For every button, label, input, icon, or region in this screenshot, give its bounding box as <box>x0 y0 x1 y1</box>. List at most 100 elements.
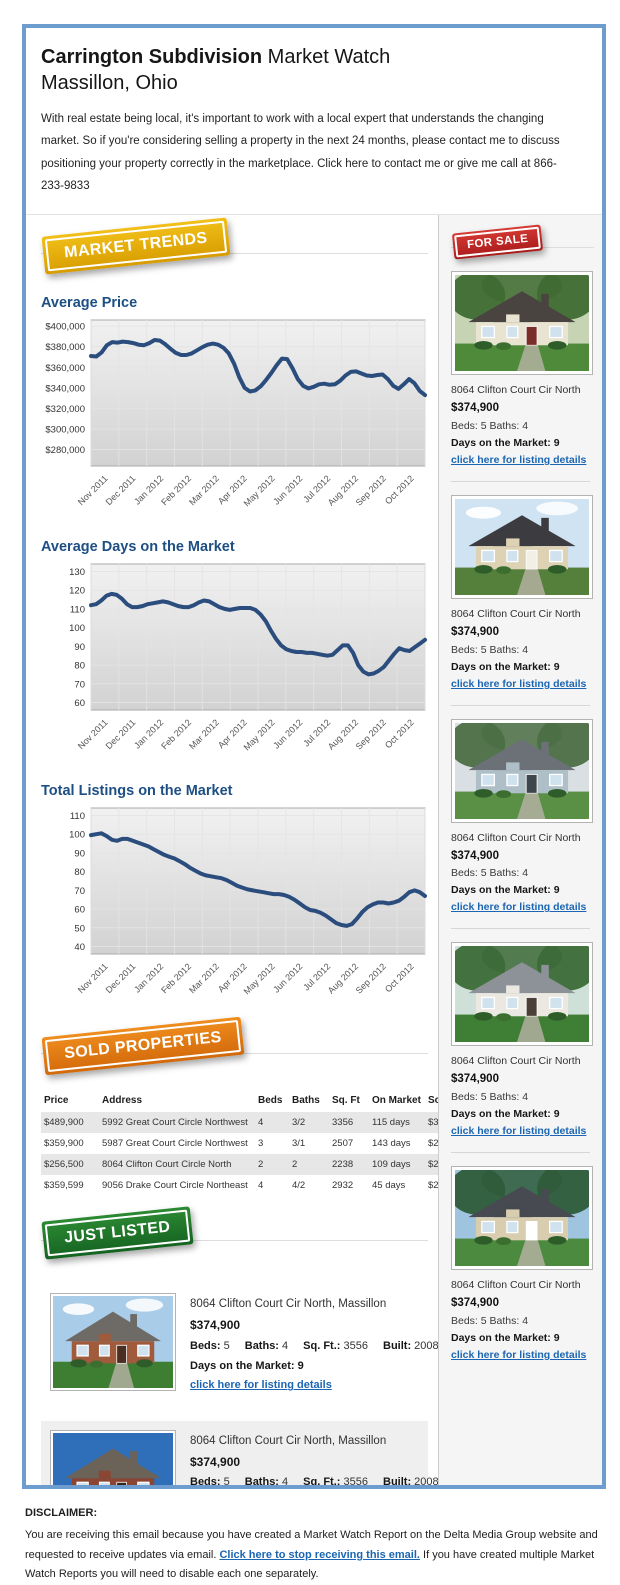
listing-price: $374,900 <box>451 626 499 639</box>
svg-text:Dec 2011: Dec 2011 <box>104 474 138 508</box>
days-on-market: Days on the Market: 9 <box>451 660 560 673</box>
listing-details: 8064 Clifton Court Cir North $374,900 Be… <box>451 1053 594 1140</box>
svg-text:110: 110 <box>70 811 85 822</box>
listing-details-link[interactable]: click here for listing details <box>451 454 587 467</box>
listing-address: 8064 Clifton Court Cir North <box>451 1055 581 1068</box>
svg-text:60: 60 <box>74 905 85 916</box>
cell-address: 5987 Great Court Circle Northwest <box>102 1138 248 1150</box>
divider <box>451 704 590 706</box>
sold-properties-section-head: SOLD PROPERTIES <box>41 1017 428 1081</box>
cell-address: 8064 Clifton Court Circle North <box>102 1159 232 1171</box>
svg-text:$300,000: $300,000 <box>45 425 85 436</box>
cell-address: 5992 Great Court Circle Northwest <box>102 1117 248 1129</box>
svg-text:Oct 2012: Oct 2012 <box>383 718 416 751</box>
cell-beds: 3 <box>258 1138 264 1150</box>
svg-text:$280,000: $280,000 <box>45 446 85 457</box>
beds-value: 5 <box>223 1339 230 1352</box>
table-row: $256,500 8064 Clifton Court Circle North… <box>41 1154 481 1176</box>
market-trends-section-head: MARKET TRENDS <box>41 217 428 281</box>
table-row: $359,599 9056 Drake Court Circle Northea… <box>41 1175 481 1196</box>
listing-details-link[interactable]: click here for listing details <box>451 1124 587 1137</box>
listing-price: $374,900 <box>451 402 499 415</box>
just-listed-card: 8064 Clifton Court Cir North, Massillon … <box>41 1421 439 1485</box>
cell-on-market: 143 days <box>372 1138 411 1150</box>
listing-beds-baths: Beds: 5 Baths: 4 <box>451 1314 529 1327</box>
email-header: Carrington Subdivision Market Watch Mass… <box>26 28 602 214</box>
listing-address: 8064 Clifton Court Cir North <box>451 1278 581 1291</box>
beds-label: Beds: <box>190 1339 221 1352</box>
svg-text:Dec 2011: Dec 2011 <box>104 718 138 752</box>
house-photo[interactable] <box>451 718 593 823</box>
listing-details-link[interactable]: click here for listing details <box>451 677 587 690</box>
house-photo[interactable] <box>451 1165 593 1270</box>
svg-text:110: 110 <box>70 605 85 616</box>
svg-text:120: 120 <box>69 586 85 597</box>
listing-details: 8064 Clifton Court Cir North $374,900 Be… <box>451 606 594 693</box>
svg-text:80: 80 <box>74 661 85 672</box>
table-row: $489,900 5992 Great Court Circle Northwe… <box>41 1112 481 1134</box>
svg-text:Sep 2012: Sep 2012 <box>354 962 388 996</box>
house-photo[interactable] <box>451 271 593 376</box>
svg-text:Jun 2012: Jun 2012 <box>271 474 304 507</box>
col-baths: Baths <box>292 1095 320 1107</box>
subdivision-name: Carrington Subdivision <box>41 46 263 68</box>
house-photo[interactable] <box>451 942 593 1047</box>
sqft-label: Sq. Ft.: <box>303 1476 341 1489</box>
house-photo[interactable] <box>50 1430 176 1485</box>
cell-price: $256,500 <box>44 1159 84 1171</box>
cell-price: $359,900 <box>44 1138 84 1150</box>
built-label: Built: <box>383 1339 412 1352</box>
for-sale-card: 8064 Clifton Court Cir North $374,900 Be… <box>451 942 594 1140</box>
just-listed-card: 8064 Clifton Court Cir North, Massillon … <box>41 1284 439 1405</box>
listing-beds-baths: Beds: 5 Baths: 4 <box>451 867 529 880</box>
content-row: MARKET TRENDS Average Price $400,000 $380… <box>26 214 602 1485</box>
svg-text:70: 70 <box>74 886 85 897</box>
sold-table-header-row: Price Address Beds Baths Sq. Ft On Marke… <box>41 1089 481 1112</box>
cell-sqft: 2507 <box>332 1138 354 1150</box>
svg-text:Oct 2012: Oct 2012 <box>383 962 416 995</box>
for-sale-badge: FOR SALE <box>451 224 544 261</box>
average-days-heading: Average Days on the Market <box>41 539 235 556</box>
house-photo[interactable] <box>50 1293 176 1392</box>
svg-text:90: 90 <box>74 849 85 860</box>
for-sale-card: 8064 Clifton Court Cir North $374,900 Be… <box>451 495 594 693</box>
email-container: Carrington Subdivision Market Watch Mass… <box>22 24 606 1489</box>
average-price-chart: $400,000 $380,000 $360,000 $340,000 $320,000… <box>41 317 428 525</box>
listing-address: 8064 Clifton Court Cir North <box>451 831 581 844</box>
beds-value: 5 <box>223 1476 230 1489</box>
listing-specs: Beds: 5 Baths: 4 Sq. Ft.: 3556 Built: 2008 <box>190 1337 454 1357</box>
sold-properties-table: Price Address Beds Baths Sq. Ft On Marke… <box>41 1089 481 1196</box>
listing-address: 8064 Clifton Court Cir North, Massillon <box>190 1435 387 1448</box>
divider <box>451 928 590 930</box>
svg-text:Sep 2012: Sep 2012 <box>354 718 388 752</box>
just-listed-badge-label: JUST LISTED <box>44 1210 190 1257</box>
unsubscribe-link[interactable]: Click here to stop receiving this email. <box>219 1548 420 1561</box>
cell-on-market: 45 days <box>372 1180 406 1192</box>
intro-text: With real estate being local, it's impor… <box>41 112 560 193</box>
svg-text:Mar 2012: Mar 2012 <box>187 474 221 508</box>
listing-details-link[interactable]: click here for listing details <box>451 901 587 914</box>
svg-text:$320,000: $320,000 <box>45 404 85 415</box>
sqft-value: 3556 <box>343 1339 368 1352</box>
svg-text:90: 90 <box>74 642 85 653</box>
listing-address: 8064 Clifton Court Cir North, Massillon <box>190 1298 387 1311</box>
divider <box>41 1240 428 1242</box>
listing-details-link[interactable]: click here for listing details <box>190 1379 332 1392</box>
listing-beds-baths: Beds: 5 Baths: 4 <box>451 1090 529 1103</box>
just-listed-section-head: JUST LISTED <box>41 1206 428 1268</box>
listing-details-link[interactable]: click here for listing details <box>451 1348 587 1361</box>
house-photo[interactable] <box>451 495 593 600</box>
listing-price: $374,900 <box>451 1296 499 1309</box>
svg-text:Mar 2012: Mar 2012 <box>187 962 221 996</box>
for-sale-card: 8064 Clifton Court Cir North $374,900 Be… <box>451 271 594 469</box>
svg-text:70: 70 <box>74 680 85 691</box>
cell-beds: 2 <box>258 1159 264 1171</box>
svg-text:Mar 2012: Mar 2012 <box>187 718 221 752</box>
listing-details: 8064 Clifton Court Cir North, Massillon … <box>190 1430 454 1489</box>
svg-text:100: 100 <box>69 624 85 635</box>
days-on-market: Days on the Market: 9 <box>451 437 560 450</box>
days-on-market: Days on the Market: 9 <box>190 1359 304 1372</box>
days-on-market: Days on the Market: 9 <box>451 1331 560 1344</box>
cell-baths: 3/1 <box>292 1138 306 1150</box>
